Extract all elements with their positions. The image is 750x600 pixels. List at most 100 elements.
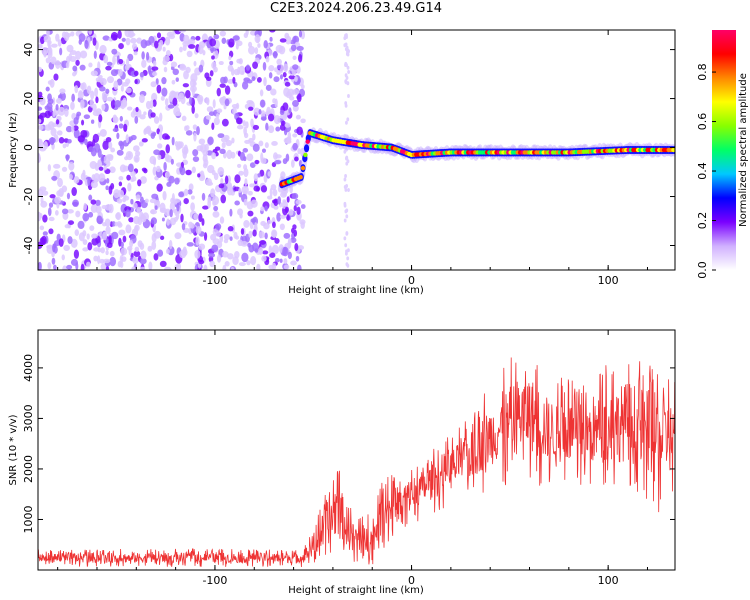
noise-blob bbox=[283, 63, 289, 73]
streak-blob bbox=[344, 61, 348, 66]
noise-blob bbox=[252, 143, 260, 152]
y-tick-label: 3000 bbox=[22, 404, 35, 432]
noise-blob bbox=[201, 192, 206, 201]
noise-blob bbox=[44, 124, 52, 131]
streak-blob bbox=[345, 231, 349, 236]
noise-blob bbox=[139, 71, 145, 78]
noise-blob bbox=[48, 228, 54, 235]
noise-blob bbox=[63, 244, 70, 252]
noise-blob bbox=[132, 202, 138, 210]
noise-blob bbox=[134, 79, 138, 85]
noise-blob bbox=[127, 182, 132, 192]
noise-blob bbox=[88, 62, 93, 68]
signal-core bbox=[305, 139, 310, 144]
noise-blob bbox=[296, 45, 304, 51]
noise-blob bbox=[235, 117, 243, 125]
noise-blob bbox=[256, 186, 260, 192]
noise-blob bbox=[46, 30, 50, 38]
noise-blob bbox=[218, 61, 224, 66]
noise-blob bbox=[116, 198, 123, 204]
noise-blob bbox=[92, 103, 97, 112]
noise-blob bbox=[254, 159, 260, 165]
noise-blob bbox=[116, 221, 122, 227]
noise-blob bbox=[287, 240, 292, 249]
streak-blob bbox=[343, 218, 347, 223]
noise-blob bbox=[238, 262, 246, 267]
noise-blob bbox=[153, 253, 159, 261]
noise-blob bbox=[145, 51, 150, 61]
noise-blob bbox=[179, 63, 186, 70]
noise-blob bbox=[141, 59, 147, 68]
noise-blob bbox=[185, 169, 192, 176]
noise-blob bbox=[229, 236, 233, 241]
noise-blob bbox=[119, 115, 123, 122]
noise-blob bbox=[38, 153, 41, 163]
noise-blob bbox=[112, 128, 119, 133]
noise-blob bbox=[100, 154, 105, 164]
noise-blob bbox=[171, 192, 175, 203]
noise-blob bbox=[82, 247, 89, 252]
noise-blob bbox=[193, 132, 197, 142]
noise-blob bbox=[291, 88, 300, 95]
noise-blob bbox=[80, 82, 85, 90]
noise-blob bbox=[82, 212, 90, 222]
noise-blob bbox=[174, 208, 178, 216]
noise-blob bbox=[48, 216, 55, 222]
noise-blob bbox=[192, 124, 198, 130]
noise-blob bbox=[250, 255, 257, 266]
noise-blob bbox=[151, 92, 158, 102]
noise-blob bbox=[290, 260, 297, 266]
noise-blob bbox=[274, 154, 282, 159]
noise-blob bbox=[293, 205, 297, 212]
noise-blob bbox=[134, 116, 139, 124]
y-tick-label: 1000 bbox=[22, 505, 35, 533]
noise-blob bbox=[208, 111, 215, 116]
noise-blob bbox=[125, 134, 129, 144]
streak-blob bbox=[346, 48, 350, 53]
noise-blob bbox=[67, 209, 74, 214]
noise-blob bbox=[270, 88, 277, 96]
noise-blob bbox=[69, 55, 77, 62]
noise-blob bbox=[258, 109, 262, 115]
noise-blob bbox=[78, 33, 86, 42]
noise-blob bbox=[48, 202, 54, 208]
noise-blob bbox=[99, 44, 107, 54]
noise-blob bbox=[105, 88, 110, 94]
noise-blob bbox=[161, 217, 165, 222]
noise-blob bbox=[64, 224, 71, 229]
noise-blob bbox=[39, 97, 46, 106]
noise-blob bbox=[190, 195, 195, 200]
noise-blob bbox=[220, 177, 224, 185]
noise-blob bbox=[206, 76, 212, 82]
noise-blob bbox=[213, 117, 220, 126]
noise-blob bbox=[127, 163, 134, 173]
noise-blob bbox=[278, 45, 286, 55]
noise-blob bbox=[210, 188, 216, 198]
noise-blob bbox=[294, 76, 298, 82]
noise-blob bbox=[223, 234, 231, 241]
noise-blob bbox=[157, 249, 164, 257]
noise-blob bbox=[206, 106, 214, 113]
noise-blob bbox=[277, 196, 281, 205]
noise-blob bbox=[231, 103, 239, 109]
noise-blob bbox=[162, 46, 166, 52]
noise-blob bbox=[190, 202, 195, 212]
noise-blob bbox=[271, 244, 280, 255]
noise-blob bbox=[214, 146, 221, 151]
noise-blob bbox=[265, 122, 269, 131]
noise-blob bbox=[150, 81, 157, 88]
noise-blob bbox=[102, 258, 111, 264]
noise-blob bbox=[300, 221, 305, 229]
noise-blob bbox=[232, 35, 240, 41]
noise-blob bbox=[268, 72, 273, 79]
noise-blob bbox=[165, 248, 170, 254]
x-tick-label: -100 bbox=[202, 274, 227, 287]
streak-blob bbox=[343, 236, 347, 241]
noise-blob bbox=[153, 149, 161, 156]
noise-blob bbox=[157, 143, 163, 149]
noise-blob bbox=[292, 224, 297, 230]
noise-blob bbox=[190, 73, 198, 83]
noise-blob bbox=[118, 58, 124, 65]
noise-blob bbox=[38, 124, 44, 131]
noise-blob bbox=[39, 186, 47, 192]
